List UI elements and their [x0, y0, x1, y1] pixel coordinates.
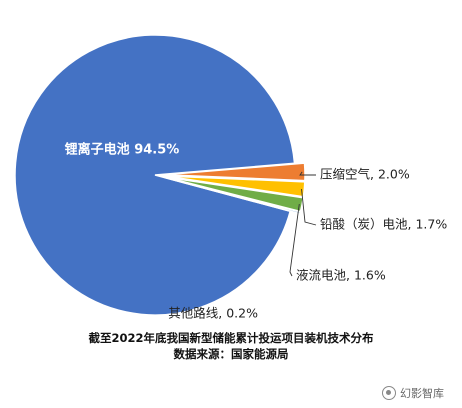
- chart-caption-title: 截至2022年底我国新型储能累计投运项目装机技术分布: [88, 331, 374, 345]
- slice-label-compressed-air: 压缩空气, 2.0%: [320, 167, 410, 182]
- pie-slice-lead-acid: [164, 175, 306, 198]
- slice-label-lithium-ion: 锂离子电池 94.5%: [65, 142, 180, 158]
- leader-line-compressed-air: [299, 171, 316, 176]
- wechat-icon: [382, 386, 396, 400]
- slice-label-other-routes: 其他路线, 0.2%: [168, 306, 258, 321]
- leader-lines: [289, 171, 317, 277]
- pie-slices: [14, 34, 306, 316]
- leader-line-lead-acid: [301, 188, 317, 226]
- pie-slice-other-routes: [164, 176, 302, 215]
- leader-line-flow-battery: [289, 204, 300, 277]
- pie-slice-lithium-ion: [14, 34, 296, 316]
- watermark-text: 幻影智库: [400, 387, 444, 400]
- pie-slice-compressed-air: [164, 162, 306, 182]
- slice-labels: 锂离子电池 94.5% 压缩空气, 2.0% 铅酸（炭）电池, 1.7% 液流电池, …: [65, 142, 448, 321]
- watermark: 幻影智库: [382, 385, 444, 401]
- slice-label-flow-battery: 液流电池, 1.6%: [296, 268, 386, 283]
- slice-label-lead-acid: 铅酸（炭）电池, 1.7%: [320, 217, 447, 232]
- chart-caption-source: 数据来源：国家能源局: [173, 347, 289, 361]
